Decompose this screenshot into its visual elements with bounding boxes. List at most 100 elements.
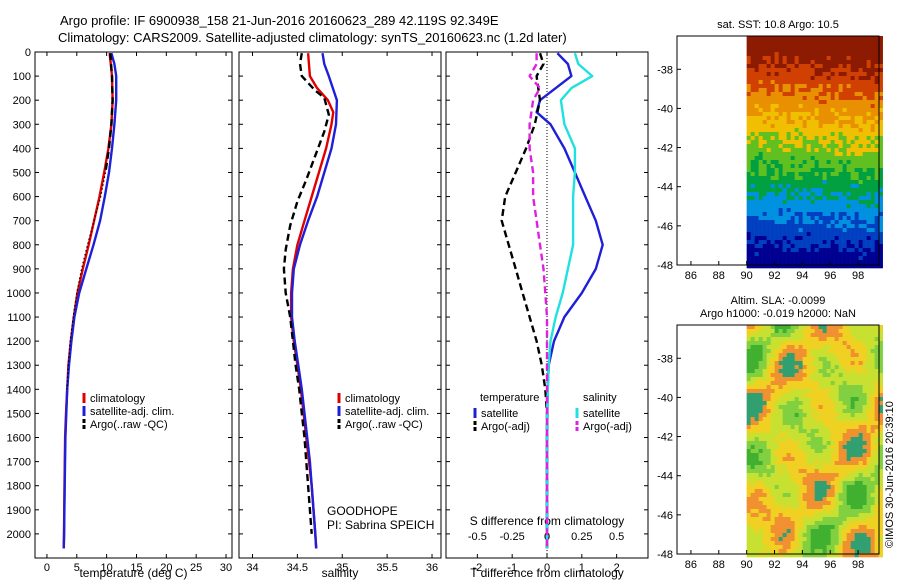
heatmap-cell [746,429,751,434]
heatmap-cell [878,529,883,534]
heatmap-cell [874,541,879,546]
heatmap-cell [762,449,767,454]
heatmap-cell [758,541,763,546]
heatmap-cell [858,248,863,253]
heatmap-cell [842,341,847,346]
heatmap-cell [774,236,779,241]
heatmap-cell [810,180,815,185]
heatmap-cell [814,505,819,510]
heatmap-cell [810,116,815,121]
heatmap-cell [862,120,867,125]
heatmap-cell [822,248,827,253]
heatmap-cell [854,192,859,197]
heatmap-cell [794,453,799,458]
heatmap-cell [846,108,851,113]
heatmap-cell [754,100,759,105]
heatmap-cell [866,397,871,402]
heatmap-cell [814,84,819,89]
x-tick-label-temperature: 20 [160,562,172,574]
heatmap-cell [874,172,879,177]
heatmap-cell [806,260,811,265]
heatmap-cell [830,329,835,334]
heatmap-cell [778,553,783,558]
heatmap-cell [854,224,859,229]
heatmap-cell [862,445,867,450]
heatmap-cell [814,493,819,498]
heatmap-cell [878,457,883,462]
heatmap-cell [842,232,847,237]
heatmap-cell [866,413,871,418]
heatmap-cell [814,381,819,386]
heatmap-cell [822,341,827,346]
heatmap-cell [838,56,843,61]
heatmap-cell [770,252,775,257]
heatmap-cell [778,80,783,85]
heatmap-cell [814,449,819,454]
heatmap-cell [826,393,831,398]
heatmap-cell [810,453,815,458]
heatmap-cell [858,381,863,386]
heatmap-cell [854,152,859,157]
heatmap-cell [802,128,807,133]
heatmap-cell [782,481,787,486]
heatmap-cell [862,325,867,330]
heatmap-cell [754,517,759,522]
heatmap-cell [830,148,835,153]
heatmap-cell [802,433,807,438]
heatmap-cell [826,405,831,410]
heatmap-cell [850,485,855,490]
heatmap-cell [822,537,827,542]
heatmap-cell [766,453,771,458]
heatmap-cell [878,208,883,213]
heatmap-cell [790,252,795,257]
heatmap-cell [802,156,807,161]
heatmap-cell [750,48,755,53]
heatmap-cell [810,172,815,177]
y-tick-label: 400 [13,143,31,155]
heatmap-cell [810,80,815,85]
heatmap-cell [822,381,827,386]
heatmap-cell [786,373,791,378]
heatmap-cell [878,389,883,394]
series-line-salinity [289,53,335,549]
heatmap-cell [842,437,847,442]
heatmap-cell [794,156,799,161]
heatmap-cell [826,369,831,374]
heatmap-cell [766,365,771,370]
heatmap-cell [810,52,815,57]
heatmap-cell [830,333,835,338]
heatmap-cell [762,112,767,117]
heatmap-cell [766,184,771,189]
heatmap-cell [794,124,799,129]
heatmap-cell [814,349,819,354]
heatmap-cell [790,224,795,229]
heatmap-cell [846,228,851,233]
heatmap-cell [782,533,787,538]
heatmap-cell [834,433,839,438]
heatmap-cell [798,489,803,494]
heatmap-cell [838,224,843,229]
heatmap-cell [842,152,847,157]
heatmap-cell [826,240,831,245]
heatmap-cell [878,441,883,446]
heatmap-cell [754,220,759,225]
heatmap-cell [794,421,799,426]
heatmap-cell [846,525,851,530]
heatmap-cell [810,76,815,81]
heatmap-cell [774,40,779,45]
heatmap-cell [838,493,843,498]
heatmap-cell [862,184,867,189]
heatmap-cell [746,333,751,338]
heatmap-cell [814,264,819,269]
heatmap-cell [778,176,783,181]
heatmap-cell [830,144,835,149]
heatmap-cell [878,513,883,518]
heatmap-cell [862,160,867,165]
heatmap-cell [786,136,791,141]
heatmap-cell [802,417,807,422]
heatmap-cell [766,108,771,113]
heatmap-cell [786,401,791,406]
heatmap-cell [806,104,811,109]
heatmap-cell [750,417,755,422]
heatmap-cell [786,104,791,109]
